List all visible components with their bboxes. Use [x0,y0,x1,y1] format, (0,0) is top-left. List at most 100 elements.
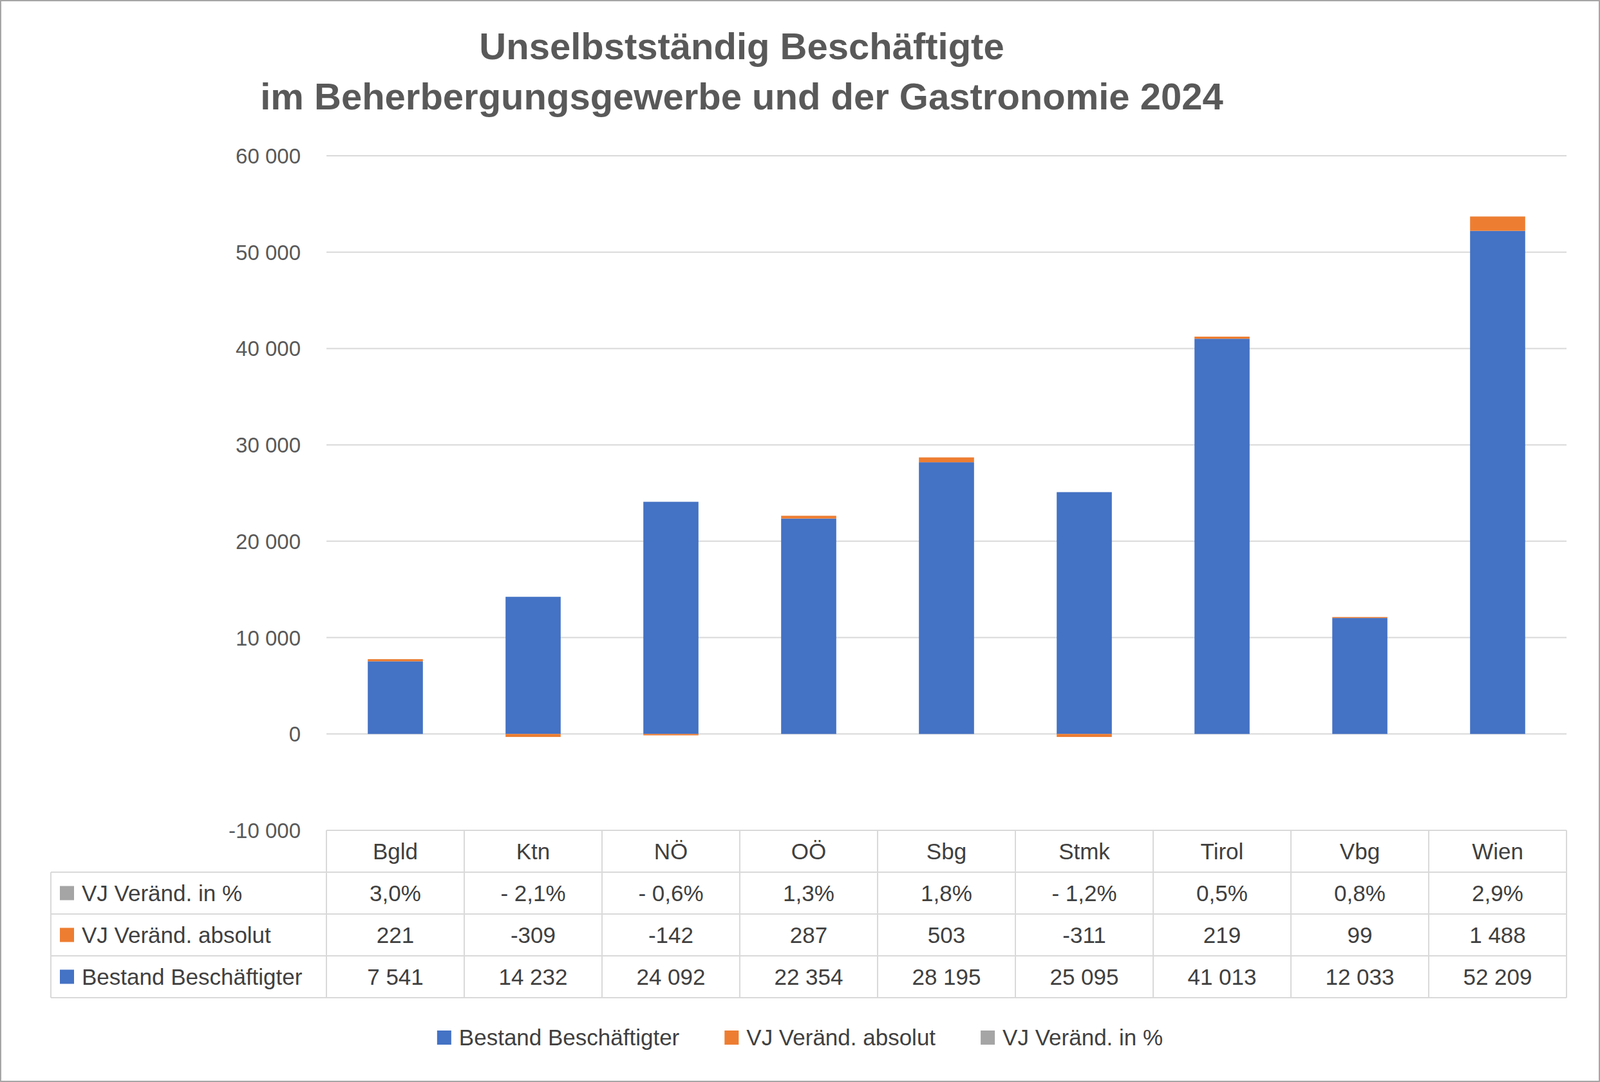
row-label: Bestand Beschäftigter [81,964,303,990]
y-tick-label: 60 000 [235,144,301,169]
legend-label: Bestand Beschäftigter [459,1025,680,1051]
row-key [59,928,75,943]
table-value: 7 541 [367,964,424,990]
category-label: Bgld [372,838,418,865]
category-label: OÖ [791,838,827,865]
row-key [59,970,75,985]
table-value: 219 [1203,922,1241,948]
table-value: 1,8% [920,880,973,906]
bar [505,736,561,738]
table-value: 0,5% [1196,880,1248,906]
grid-line [326,347,1567,349]
bar [505,596,561,735]
bar [1332,618,1388,735]
table-value: 28 195 [911,964,981,990]
category-label: Tirol [1200,838,1244,865]
table-value: 25 095 [1049,964,1119,990]
table-value: 1 488 [1469,922,1526,948]
table-line [50,872,52,998]
table-line [50,955,1567,957]
table-value: 24 092 [636,964,706,990]
title-line: im Beherbergungsgewerbe und der Gastrono… [260,75,1224,118]
category-label: NÖ [654,838,689,865]
table-value: -142 [648,922,694,948]
bar [1469,231,1526,735]
table-value: 0,8% [1334,880,1386,906]
table-value: -309 [510,922,556,948]
category-label: Stmk [1058,838,1111,865]
bar [367,659,424,662]
bar [643,502,699,735]
bar [643,735,699,736]
table-value: - 1,2% [1051,880,1117,906]
table-value: 287 [790,922,828,948]
bar [918,457,975,463]
table-value: - 0,6% [638,880,704,906]
table-value: 1,3% [782,880,835,906]
table-line [50,997,1567,999]
row-label: VJ Veränd. in % [81,880,243,906]
bar [1056,734,1112,738]
table-line [50,871,1567,874]
row-key [59,886,75,901]
bar [1194,338,1250,735]
bars [367,216,1526,738]
bar [918,462,975,735]
grid-line [326,155,1567,157]
table-value: - 2,1% [500,880,566,906]
bar [1194,336,1250,339]
table-value: 22 354 [773,964,843,990]
bar [1332,616,1388,618]
category-label: Ktn [516,838,551,865]
y-tick-label: 20 000 [235,529,301,554]
bar [1194,336,1250,337]
table-value: 2,9% [1471,880,1524,906]
y-tick-label: 40 000 [235,336,301,361]
bar [505,734,561,738]
y-tick-label: 10 000 [235,626,301,651]
table-value: 12 033 [1325,964,1394,990]
bar [1332,617,1388,619]
grid-line [326,829,1567,832]
table-value: 221 [376,922,415,948]
legend-label: VJ Veränd. in % [1002,1025,1163,1051]
table-value: 14 232 [498,964,568,990]
legend: Bestand Beschäftigter VJ Veränd. absolut V… [437,1025,1163,1051]
bar [918,457,975,458]
table-value: -311 [1062,922,1106,948]
y-tick-label: -10 000 [228,818,301,843]
table-value: 503 [927,922,966,948]
category-label: Wien [1471,838,1524,865]
bar [367,661,424,735]
bar [643,734,699,736]
legend-key [724,1030,739,1045]
bar [781,515,837,517]
row-label: VJ Veränd. absolut [81,922,272,948]
category-label: Vbg [1339,838,1380,865]
frame [0,0,1600,1082]
bar [1469,216,1526,217]
legend-label: VJ Veränd. absolut [746,1025,936,1051]
table-line [326,829,1567,832]
legend-key [437,1030,452,1045]
bar [1056,492,1112,735]
bar [781,518,837,735]
title: Unselbstständig Beschäftigte im Beherberg… [260,25,1224,118]
table-value: 99 [1347,922,1373,948]
bar [781,515,837,519]
y-tick-label: 30 000 [235,433,301,458]
grid-line [326,251,1567,254]
grid-line [326,444,1567,446]
category-label: Sbg [926,838,967,865]
chart: Unselbstständig Beschäftigte im Beherberg… [0,0,1600,1082]
title-line: Unselbstständig Beschäftigte [479,25,1004,67]
table-line [50,913,1567,915]
table-value: 41 013 [1187,964,1257,990]
legend-key [980,1030,995,1045]
bar [1469,216,1526,231]
table-value: 52 209 [1462,964,1532,990]
bar [1056,736,1112,738]
y-tick-label: 50 000 [235,240,301,265]
table-value: 3,0% [369,880,422,906]
y-tick-label: 0 [289,722,301,747]
